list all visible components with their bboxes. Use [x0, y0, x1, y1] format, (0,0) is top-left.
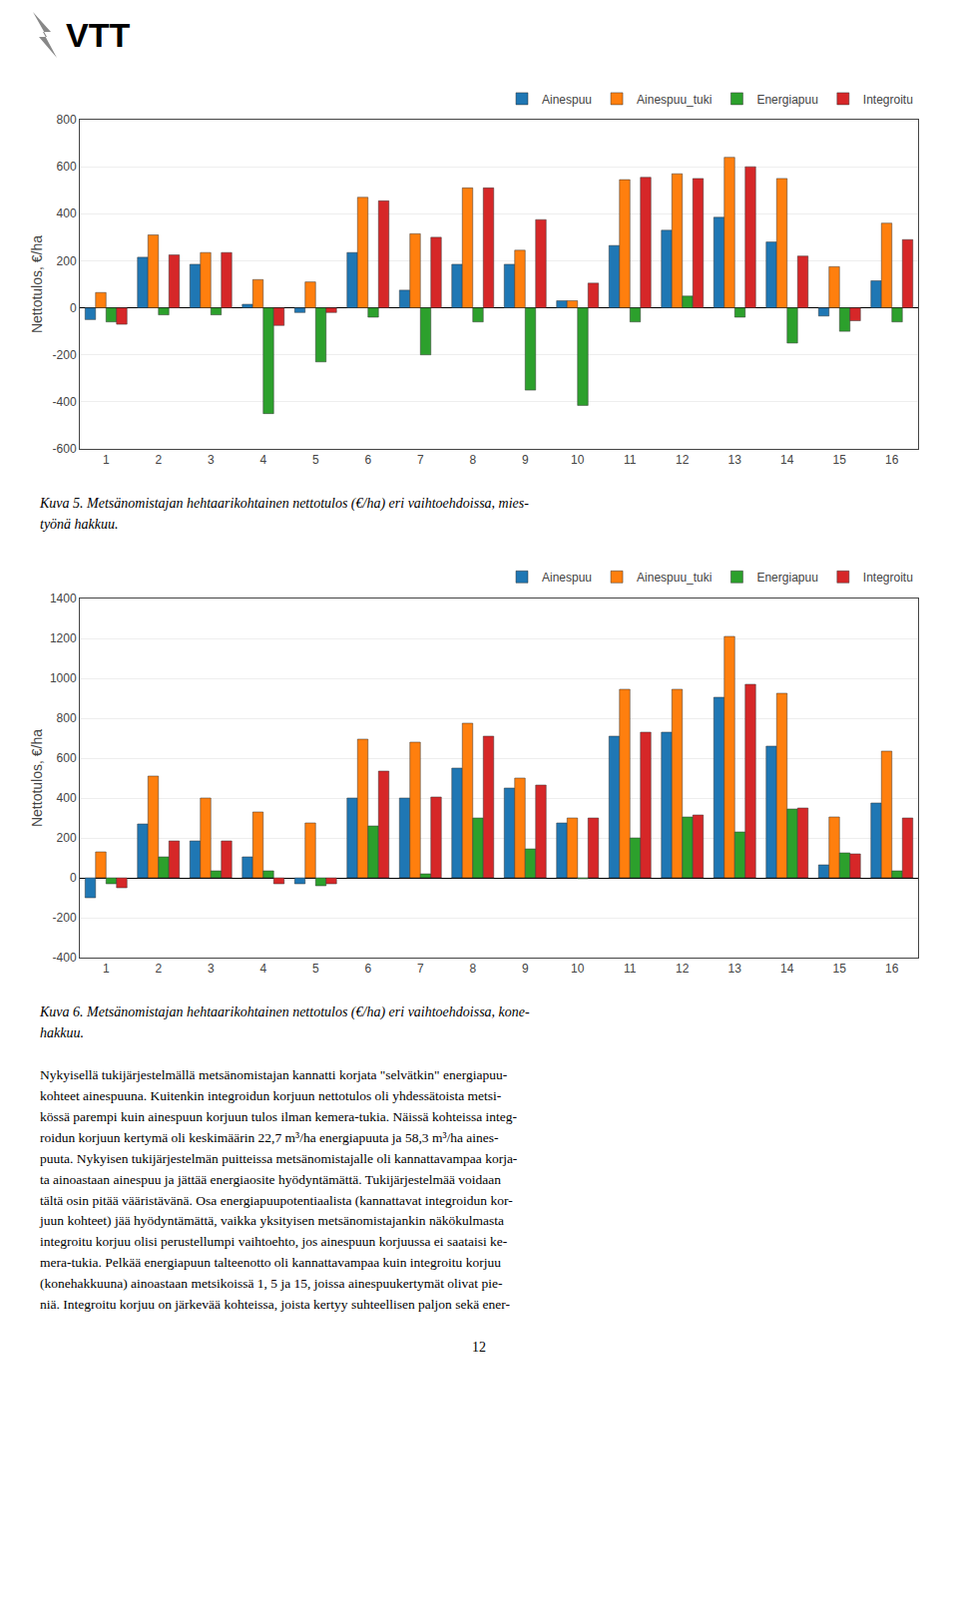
html-text:integroitu korjuu olisi perust: integroitu korjuu olisi perustellumpi va…	[39, 1234, 508, 1250]
svg-text:200: 200	[56, 254, 77, 269]
svg-text:600: 600	[56, 751, 77, 766]
svg-text:14: 14	[780, 961, 795, 976]
svg-text:12: 12	[675, 453, 690, 468]
html-text:12: 12	[472, 1340, 486, 1356]
svg-text:10: 10	[570, 961, 585, 976]
svg-text:10: 10	[570, 453, 585, 468]
svg-text:1: 1	[102, 453, 110, 468]
svg-text:7: 7	[417, 453, 425, 468]
svg-text:2: 2	[154, 961, 162, 976]
svg-text:14: 14	[780, 453, 795, 468]
svg-text:Nettotulos, €/ha: Nettotulos, €/ha	[28, 235, 45, 334]
svg-text:16: 16	[885, 961, 900, 976]
svg-text:11: 11	[623, 961, 637, 976]
svg-text:800: 800	[56, 112, 77, 127]
html-text:kössä parempi kuin ainespuun k: kössä parempi kuin ainespuun korjuun tul…	[39, 1109, 517, 1125]
svg-text:1: 1	[102, 961, 110, 976]
svg-text:5: 5	[312, 453, 320, 468]
svg-text:13: 13	[728, 453, 743, 468]
html-text:niä. Integroitu korjuu on järk: niä. Integroitu korjuu on järkevää kohte…	[39, 1297, 510, 1313]
svg-text:600: 600	[56, 159, 77, 174]
svg-text:Integroitu: Integroitu	[863, 570, 914, 585]
html-text:puuta. Nykyisen tukijärjestelm: puuta. Nykyisen tukijärjestelmän puittei…	[39, 1151, 518, 1167]
svg-text:15: 15	[833, 961, 848, 976]
svg-text:-400: -400	[52, 395, 77, 410]
html-text:roidun korjuun kertymä oli kes: roidun korjuun kertymä oli keskimäärin 2…	[39, 1130, 499, 1146]
svg-text:0: 0	[69, 871, 77, 886]
html-text:Nykyisellä tukijärjestelmällä: Nykyisellä tukijärjestelmällä metsänomis…	[39, 1067, 508, 1083]
svg-text:-600: -600	[52, 442, 77, 457]
svg-text:800: 800	[56, 711, 77, 726]
html-text:juun kohteet) jää hyödyntämätt: juun kohteet) jää hyödyntämättä, vaikka …	[39, 1213, 504, 1229]
html-text:(konehakkuuna) ainoastaan mets: (konehakkuuna) ainoastaan metsikoissä 1,…	[39, 1276, 503, 1292]
html-text:VTT: VTT	[65, 15, 130, 54]
svg-text:16: 16	[885, 453, 900, 468]
svg-text:13: 13	[728, 961, 743, 976]
svg-text:2: 2	[154, 453, 162, 468]
svg-text:Nettotulos, €/ha: Nettotulos, €/ha	[28, 729, 45, 828]
svg-text:12: 12	[675, 961, 690, 976]
html-text:tältä osin pitää vääristävänä.: tältä osin pitää vääristävänä. Osa energ…	[39, 1193, 513, 1208]
svg-text:9: 9	[521, 961, 529, 976]
svg-text:-200: -200	[52, 348, 77, 363]
svg-text:400: 400	[56, 791, 77, 806]
svg-text:Ainespuu_tuki: Ainespuu_tuki	[636, 92, 712, 107]
svg-text:Ainespuu_tuki: Ainespuu_tuki	[636, 570, 712, 585]
svg-text:5: 5	[312, 961, 320, 976]
html-text:Kuva 5. Metsänomistajan hehtaa: Kuva 5. Metsänomistajan hehtaarikohtaine…	[39, 495, 529, 532]
svg-text:3: 3	[207, 961, 215, 976]
svg-text:0: 0	[69, 301, 77, 316]
svg-text:Ainespuu: Ainespuu	[541, 92, 592, 107]
svg-text:400: 400	[56, 206, 77, 221]
svg-text:15: 15	[833, 453, 848, 468]
svg-text:1000: 1000	[49, 671, 77, 686]
svg-text:1200: 1200	[49, 631, 77, 646]
svg-text:6: 6	[364, 453, 372, 468]
svg-text:4: 4	[259, 961, 267, 976]
svg-text:6: 6	[364, 961, 372, 976]
svg-text:Energiapuu: Energiapuu	[756, 570, 818, 585]
svg-text:-400: -400	[52, 951, 77, 965]
svg-text:11: 11	[623, 453, 637, 468]
html-text:ta ainoastaan ainespuu ja jätt: ta ainoastaan ainespuu ja jättää energia…	[39, 1172, 501, 1188]
svg-text:9: 9	[521, 453, 529, 468]
svg-text:7: 7	[417, 961, 425, 976]
html-text:mera-tukia. Pelkää energiapuun: mera-tukia. Pelkää energiapuun talteenot…	[39, 1255, 501, 1271]
svg-text:Ainespuu: Ainespuu	[541, 570, 592, 585]
svg-text:200: 200	[56, 831, 77, 846]
svg-text:8: 8	[469, 961, 477, 976]
svg-text:Integroitu: Integroitu	[863, 92, 914, 107]
html-text:kohteet ainespuuna. Kuitenkin: kohteet ainespuuna. Kuitenkin integroidu…	[39, 1088, 502, 1104]
svg-text:3: 3	[207, 453, 215, 468]
svg-text:4: 4	[259, 453, 267, 468]
html-text:Kuva 6. Metsänomistajan hehtaa: Kuva 6. Metsänomistajan hehtaarikohtaine…	[39, 1004, 530, 1041]
svg-text:-200: -200	[52, 911, 77, 926]
svg-text:8: 8	[469, 453, 477, 468]
svg-text:1400: 1400	[49, 591, 77, 606]
svg-text:Energiapuu: Energiapuu	[756, 92, 818, 107]
